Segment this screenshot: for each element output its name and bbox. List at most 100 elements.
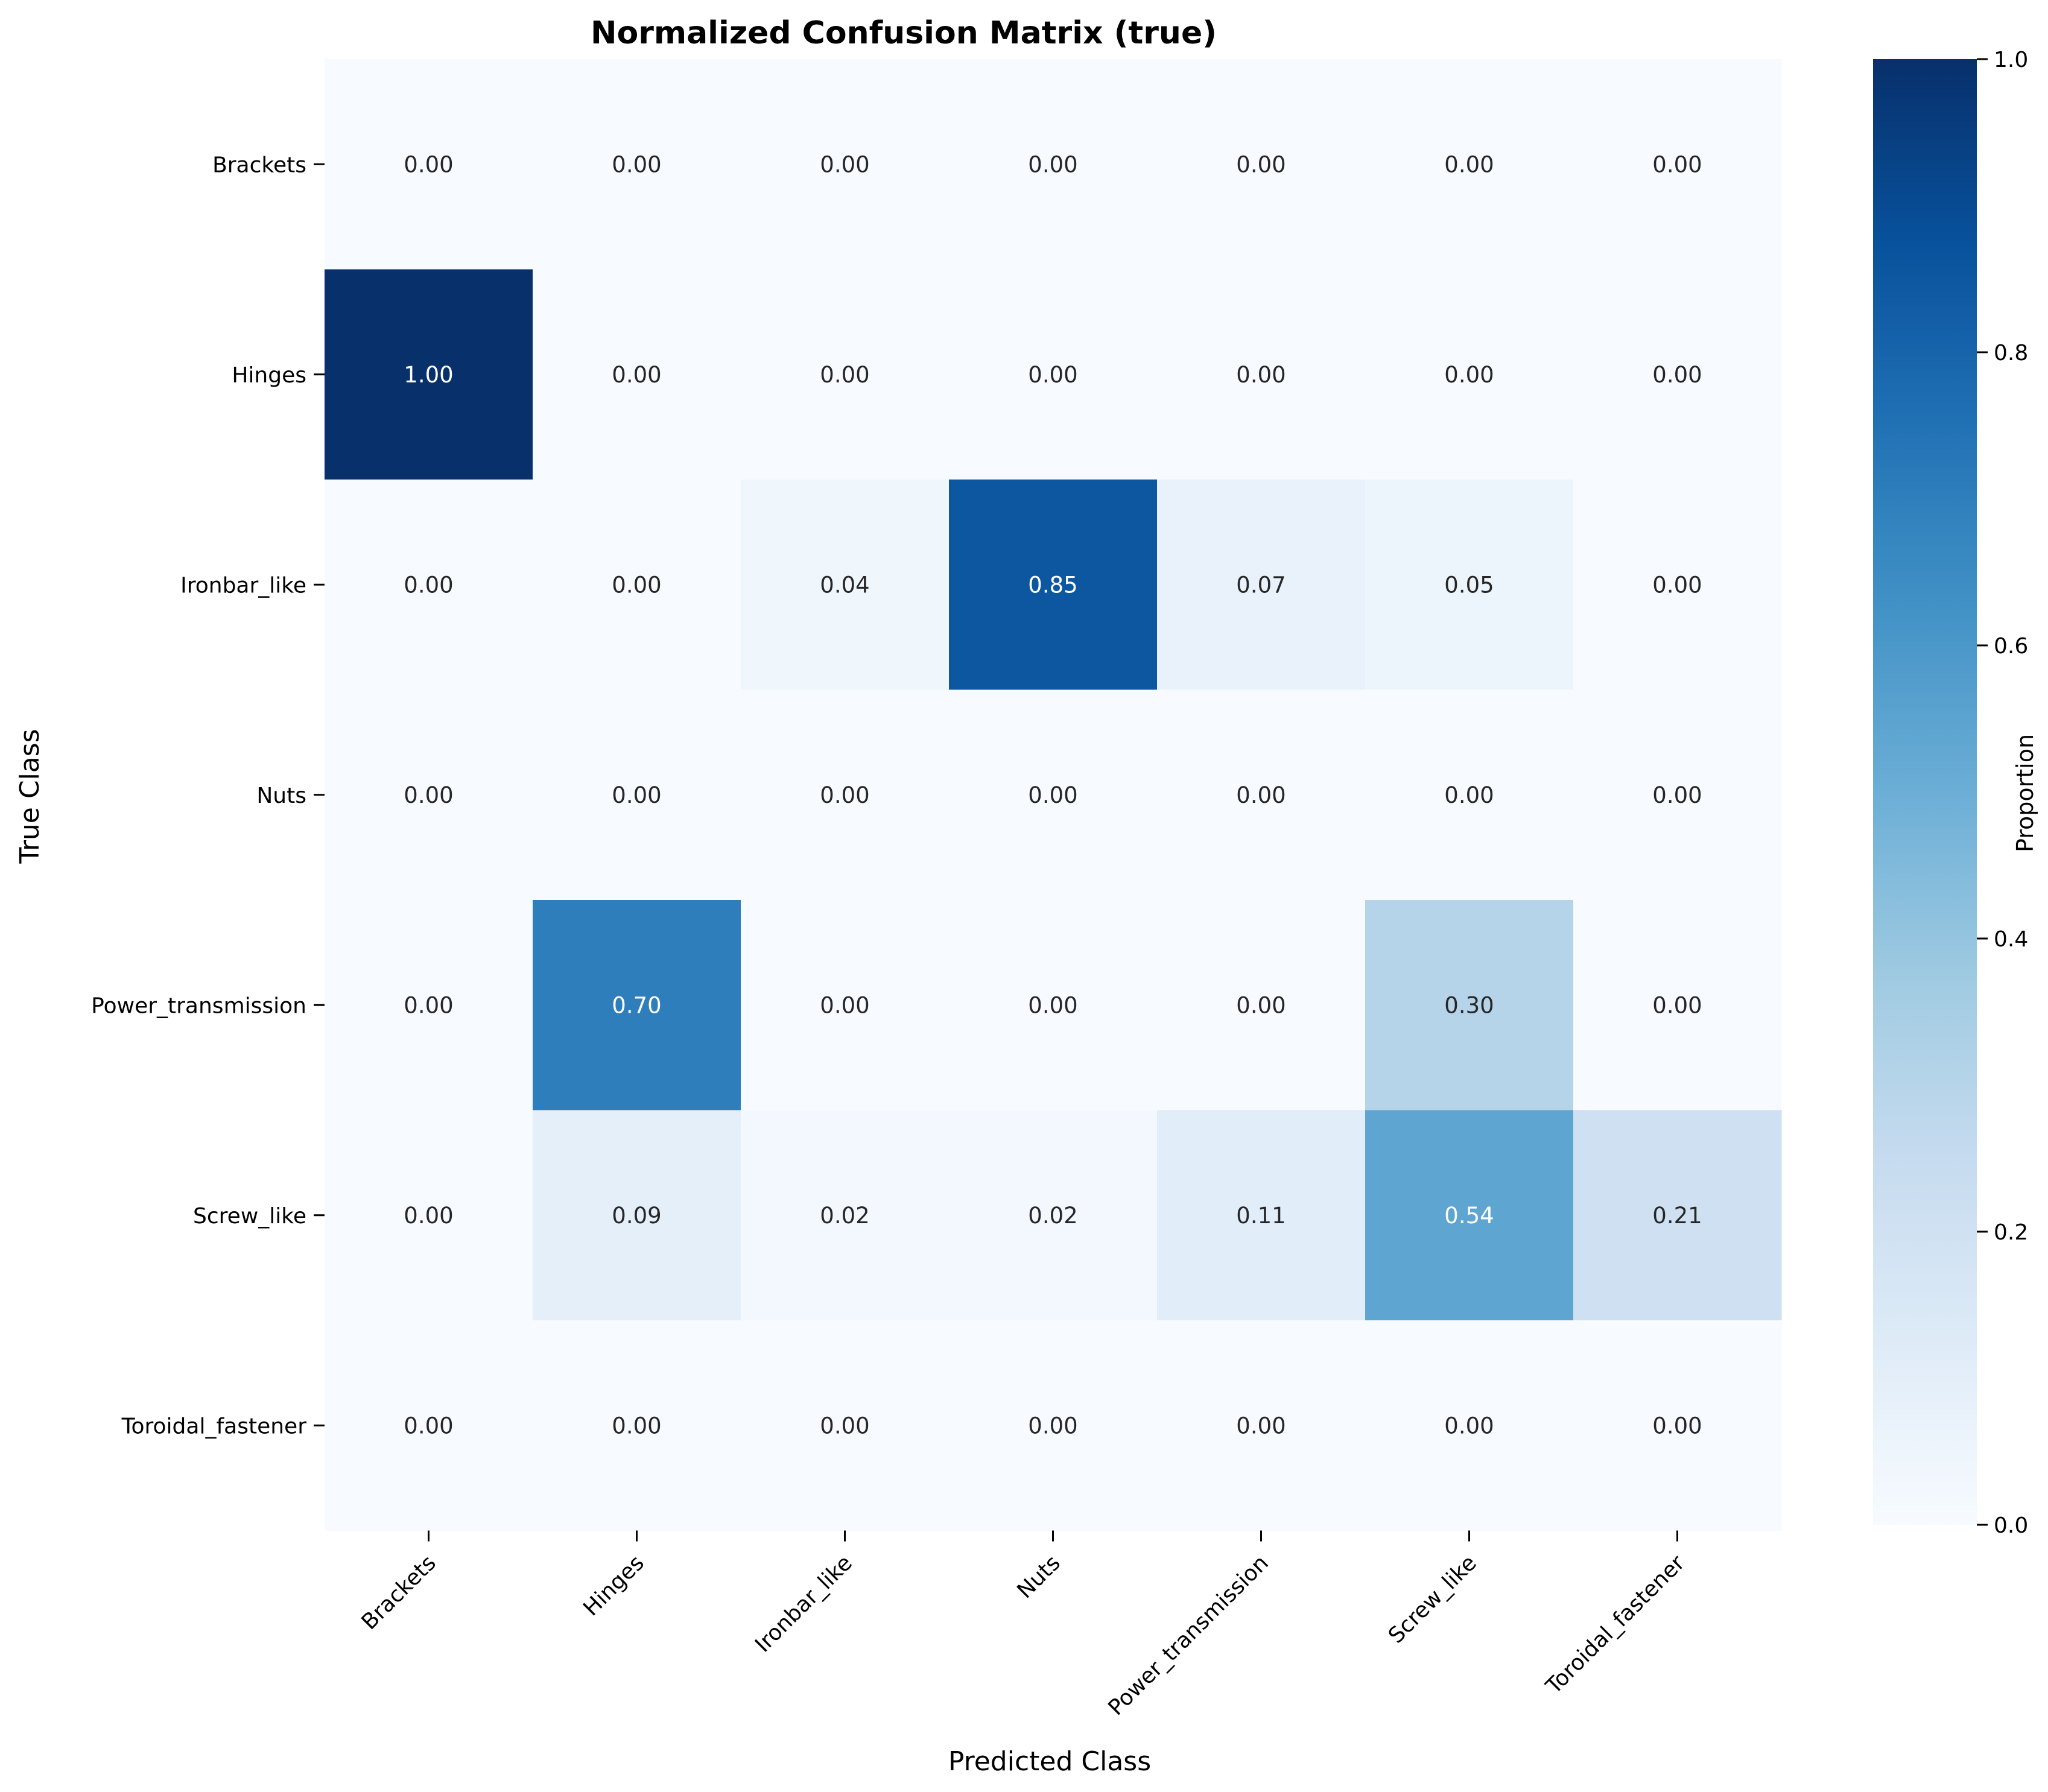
heatmap-cell bbox=[1365, 269, 1574, 480]
heatmap-cell bbox=[741, 689, 949, 901]
y-tick-label: Brackets bbox=[212, 153, 306, 177]
cell-value-label: 0.00 bbox=[1236, 362, 1286, 388]
heatmap-cell bbox=[1365, 1110, 1574, 1321]
heatmap-cell bbox=[1157, 269, 1366, 480]
heatmap-cell bbox=[1573, 59, 1782, 270]
cell-value-label: 0.00 bbox=[612, 151, 661, 177]
y-axis-ticks: Brackets Hinges Ironbar_like Nuts Power_tran… bbox=[91, 153, 325, 1439]
heatmap-cell bbox=[949, 689, 1158, 901]
heatmap-cell bbox=[533, 689, 741, 901]
y-tick-label: Nuts bbox=[256, 784, 306, 808]
colorbar-tick-label: 1.0 bbox=[1994, 48, 2028, 72]
cell-value-label: 0.00 bbox=[1236, 992, 1286, 1018]
heatmap-cell bbox=[1573, 1320, 1782, 1531]
cell-value-label: 0.00 bbox=[612, 782, 661, 808]
y-tick-label: Power_transmission bbox=[91, 993, 306, 1018]
cell-value-label: 0.02 bbox=[820, 1203, 869, 1229]
heatmap-cell bbox=[325, 689, 533, 901]
cell-value-label: 0.00 bbox=[1028, 362, 1077, 388]
cell-value-label: 0.00 bbox=[1028, 1413, 1077, 1439]
cell-value-label: 0.00 bbox=[404, 1413, 453, 1439]
cell-value-label: 0.05 bbox=[1444, 572, 1494, 598]
cell-value-label: 0.00 bbox=[820, 782, 869, 808]
heatmap-cell bbox=[949, 480, 1158, 691]
chart-title: Normalized Confusion Matrix (true) bbox=[591, 15, 1217, 51]
heatmap-cell bbox=[1157, 59, 1366, 270]
heatmap-cell bbox=[533, 59, 741, 270]
heatmap-cell bbox=[325, 269, 533, 480]
y-tick-label: Ironbar_like bbox=[180, 573, 306, 598]
heatmap-cell bbox=[1157, 1320, 1366, 1531]
cell-value-label: 0.30 bbox=[1444, 992, 1494, 1018]
heatmap-cell bbox=[1157, 689, 1366, 901]
heatmap-cell bbox=[741, 480, 949, 691]
heatmap-cell bbox=[325, 59, 533, 270]
cell-value-label: 0.00 bbox=[820, 151, 869, 177]
cell-value-label: 0.00 bbox=[612, 1413, 661, 1439]
cell-value-label: 0.00 bbox=[820, 992, 869, 1018]
colorbar-tick-label: 0.6 bbox=[1994, 634, 2028, 659]
heatmap-cell bbox=[949, 269, 1158, 480]
heatmap-cell bbox=[325, 900, 533, 1111]
heatmap-cell bbox=[741, 1110, 949, 1321]
cell-value-label: 0.00 bbox=[612, 572, 661, 598]
y-tick-label: Screw_like bbox=[193, 1204, 306, 1229]
y-tick-label: Toroidal_fastener bbox=[121, 1414, 307, 1439]
cell-value-label: 0.00 bbox=[1444, 782, 1494, 808]
heatmap-cell bbox=[1365, 1320, 1574, 1531]
cell-value-label: 0.00 bbox=[820, 1413, 869, 1439]
x-tick-label: Brackets bbox=[357, 1551, 441, 1635]
cell-value-label: 0.00 bbox=[404, 151, 453, 177]
cell-value-label: 0.00 bbox=[1236, 782, 1286, 808]
y-tick-label: Hinges bbox=[232, 363, 306, 388]
heatmap-cell bbox=[1365, 59, 1574, 270]
cell-value-label: 0.70 bbox=[612, 992, 661, 1018]
cell-value-label: 0.54 bbox=[1444, 1203, 1494, 1229]
colorbar-tick-label: 0.4 bbox=[1994, 927, 2028, 952]
cell-value-label: 1.00 bbox=[404, 362, 453, 388]
heatmap-cell bbox=[1573, 1110, 1782, 1321]
heatmap-cell bbox=[325, 1110, 533, 1321]
heatmap-cell bbox=[1157, 480, 1366, 691]
heatmap-cell bbox=[1573, 480, 1782, 691]
heatmap-cell bbox=[949, 900, 1158, 1111]
colorbar-tick-label: 0.0 bbox=[1994, 1513, 2028, 1538]
heatmap-cell bbox=[1157, 900, 1366, 1111]
cell-value-label: 0.00 bbox=[612, 362, 661, 388]
cell-value-label: 0.00 bbox=[1652, 572, 1702, 598]
heatmap-cell bbox=[1573, 269, 1782, 480]
heatmap-cell bbox=[949, 59, 1158, 270]
cell-value-label: 0.00 bbox=[1652, 1413, 1702, 1439]
x-tick-label: Screw_like bbox=[1384, 1551, 1482, 1648]
heatmap-cell bbox=[325, 480, 533, 691]
heatmap-cell bbox=[533, 1320, 741, 1531]
colorbar-tick-label: 0.2 bbox=[1994, 1220, 2028, 1245]
colorbar bbox=[1873, 59, 1977, 1525]
cell-value-label: 0.00 bbox=[1028, 151, 1077, 177]
heatmap-cell bbox=[1365, 900, 1574, 1111]
colorbar-label: Proportion bbox=[2012, 734, 2038, 852]
cell-value-label: 0.07 bbox=[1236, 572, 1286, 598]
cell-value-label: 0.00 bbox=[1652, 782, 1702, 808]
cell-value-label: 0.00 bbox=[1652, 151, 1702, 177]
heatmap-cell bbox=[533, 1110, 741, 1321]
heatmap-cell bbox=[533, 269, 741, 480]
y-axis-label: True Class bbox=[14, 729, 45, 864]
x-axis-label: Predicted Class bbox=[948, 1746, 1151, 1777]
x-axis-ticks: Brackets Hinges Ironbar_like Nuts Power_tran… bbox=[357, 1530, 1690, 1720]
cell-value-label: 0.00 bbox=[1652, 992, 1702, 1018]
cell-value-label: 0.00 bbox=[1028, 992, 1077, 1018]
cell-value-label: 0.00 bbox=[1444, 151, 1494, 177]
x-tick-label: Toroidal_fastener bbox=[1541, 1551, 1690, 1699]
cell-value-label: 0.02 bbox=[1028, 1203, 1077, 1229]
cell-value-label: 0.00 bbox=[1236, 1413, 1286, 1439]
cell-value-label: 0.00 bbox=[1444, 362, 1494, 388]
heatmap-cell bbox=[949, 1320, 1158, 1531]
heatmap-cell-labels: 0.00 0.00 0.00 0.00 0.00 0.00 0.00 1.00 0.00 0.00… bbox=[404, 151, 1702, 1439]
cell-value-label: 0.85 bbox=[1028, 572, 1077, 598]
heatmap-cell bbox=[325, 1320, 533, 1531]
heatmap-cell bbox=[741, 269, 949, 480]
cell-value-label: 0.04 bbox=[820, 572, 869, 598]
cell-value-label: 0.00 bbox=[1444, 1413, 1494, 1439]
